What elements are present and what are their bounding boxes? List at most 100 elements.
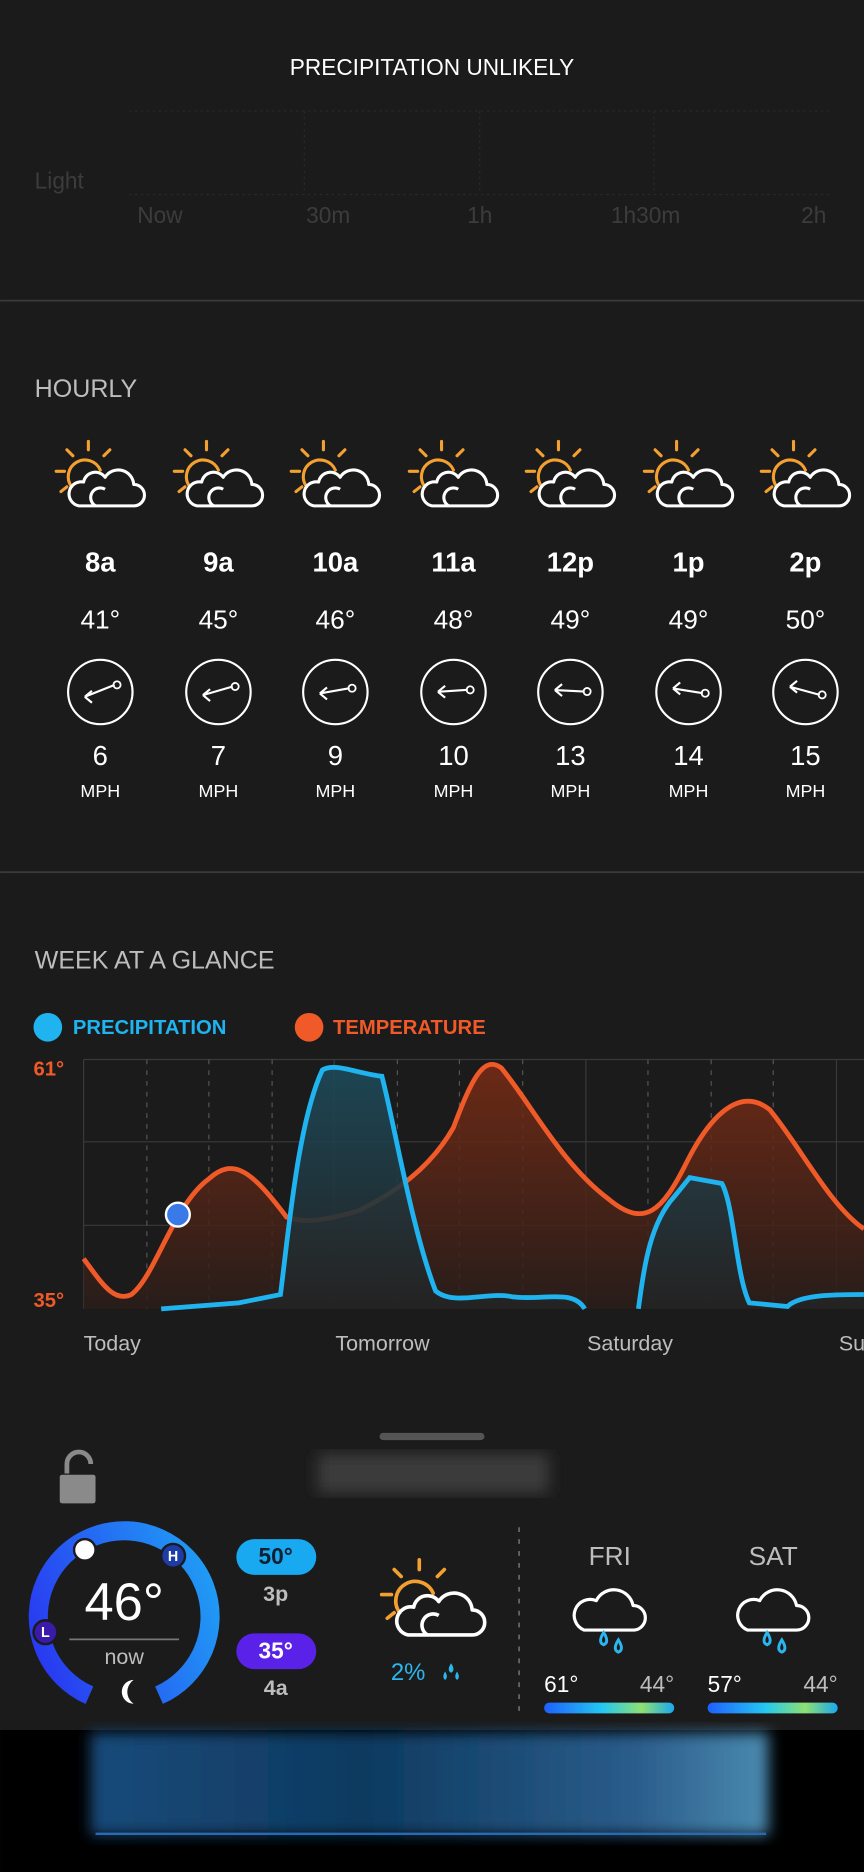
wind-arrow [202,685,234,702]
weather-icon [759,439,852,508]
now-marker [164,1201,191,1228]
wind-circle [67,658,134,726]
wind-unit: MPH [669,781,709,801]
precipitation-line [160,1064,864,1312]
wind-unit: MPH [199,781,239,801]
precipitation-area [161,1067,864,1309]
wind-dot [700,688,710,698]
forecast-high: 57° [708,1671,742,1697]
weather-icon [379,1557,487,1637]
wind-arrow [672,681,704,696]
precip-grid [128,110,830,196]
section-title: HOURLY [35,375,138,403]
weather-icon [642,439,735,508]
high-marker [159,1542,187,1569]
rain-icon [736,1588,811,1654]
wind-speed: 9 [328,740,343,771]
high-marker-label: H [168,1549,178,1565]
hour-temp: 45° [199,605,239,635]
wind-speed: 14 [673,740,704,771]
hour-temp: 49° [551,605,591,635]
wind-speed: 15 [790,740,821,771]
wind-dot [465,685,475,695]
temp-range-bar [707,1702,838,1714]
y-label: 61° [33,1059,64,1081]
high-pill [236,1539,317,1575]
lock-icon[interactable] [59,1449,96,1504]
hour-time: 9a [203,547,234,578]
wind-unit: MPH [786,781,826,801]
forecast-low: 44° [803,1671,837,1697]
x-label: 1h30m [611,202,680,228]
wind-unit: MPH [551,781,591,801]
wind-arrow [437,684,468,699]
hour-temp: 41° [80,605,120,635]
low-time: 4a [264,1676,289,1700]
x-label: Now [137,202,183,228]
weather-icon [54,439,147,508]
forecast-low: 44° [640,1671,674,1697]
temperature-ring [28,1521,220,1713]
low-marker-label: L [41,1625,50,1641]
moon-icon [121,1679,134,1704]
hour-time: 11a [431,547,476,578]
wind-circle [772,658,839,726]
x-label: 2h [801,202,826,228]
wind-dot [582,687,592,697]
hour-time: 12p [547,547,594,578]
rain-icon [572,1588,647,1654]
wind-circle [302,658,369,726]
wind-arrow [789,679,821,696]
temp-range-bar [544,1702,675,1714]
hour-time: 10a [312,547,359,578]
wind-speed: 13 [555,740,586,771]
hour-temp: 49° [669,605,709,635]
blurred-location [317,1453,549,1494]
hour-time: 1p [673,547,705,578]
sheet-handle[interactable] [379,1432,485,1441]
wind-arrow [554,683,585,697]
wind-dot [112,680,122,690]
wind-circle [655,658,722,726]
precip-chance: 2% [391,1659,425,1686]
wind-unit: MPH [80,781,120,801]
legend-dot [33,1012,63,1042]
hour-time: 2p [789,547,821,578]
wind-unit: MPH [315,781,355,801]
precip-title: PRECIPITATION UNLIKELY [290,54,575,80]
drops-icon [443,1663,459,1680]
hour-time: 8a [85,547,116,578]
wind-unit: MPH [434,781,474,801]
low-temp: 35° [259,1637,293,1663]
low-marker [32,1619,59,1646]
weather-icon [524,439,617,508]
weather-icon [289,439,382,508]
y-label: 35° [33,1290,64,1312]
day-label: Su [839,1331,864,1355]
section-title: WEEK AT A GLANCE [35,946,275,974]
day-label: Today [84,1331,142,1355]
wind-dot [230,682,240,691]
forecast-high: 61° [544,1671,578,1697]
high-time: 3p [263,1582,288,1606]
precip-y-label: Light [35,168,85,194]
wind-dot [817,690,827,700]
ad-banner[interactable] [90,1732,769,1836]
high-temp: 50° [259,1543,293,1569]
x-label: 1h [467,202,492,228]
wind-speed: 10 [438,740,469,771]
low-pill [236,1633,317,1670]
forecast-day: FRI [589,1541,631,1571]
weather-icon [172,439,265,508]
hour-temp: 50° [786,605,826,635]
hour-temp: 46° [316,605,356,635]
hour-temp: 48° [434,605,474,635]
weather-icon [407,439,500,508]
wind-speed: 6 [93,740,108,771]
legend-label: PRECIPITATION [73,1017,227,1039]
temperature-line [81,1062,864,1299]
current-temp: 46° [84,1573,163,1632]
current-label: now [104,1645,144,1669]
